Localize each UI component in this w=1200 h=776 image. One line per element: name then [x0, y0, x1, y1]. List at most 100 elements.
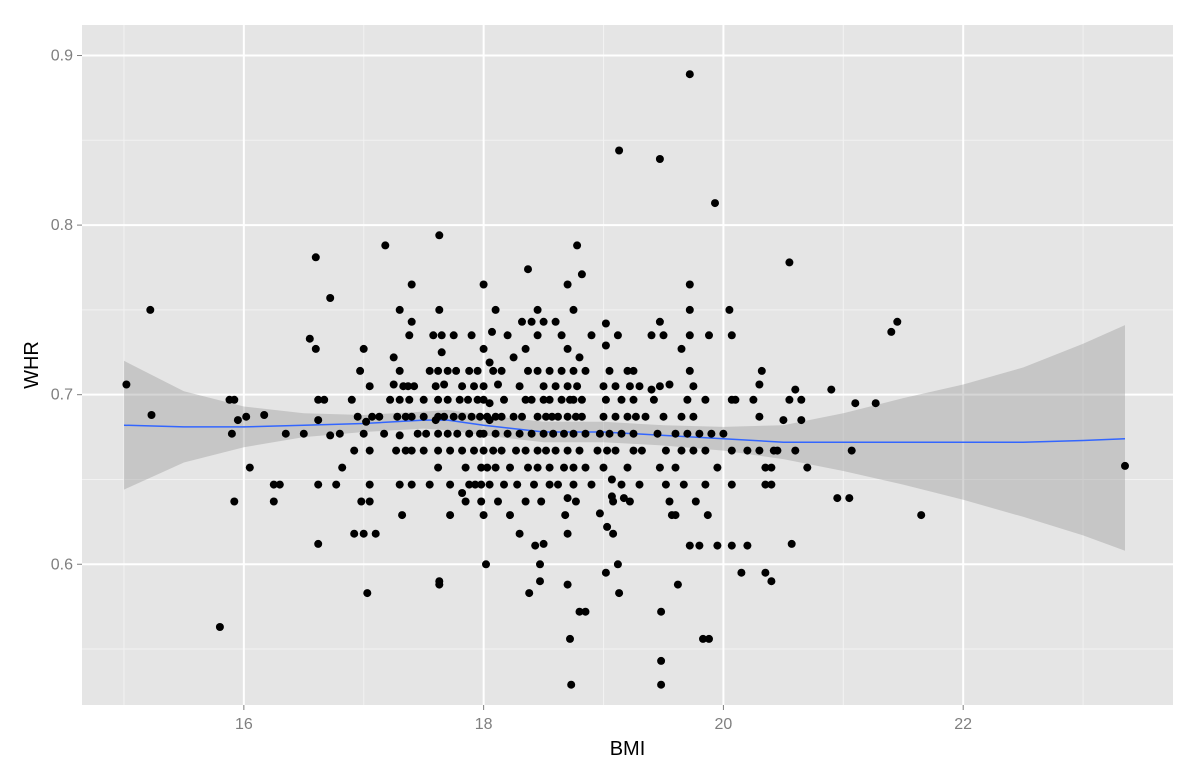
data-point [611, 412, 620, 421]
data-point [711, 199, 719, 208]
data-point [691, 497, 700, 506]
data-point [641, 412, 650, 421]
plot-panel [82, 25, 1173, 705]
data-point [401, 412, 410, 421]
data-point [749, 395, 758, 404]
data-point [446, 480, 455, 489]
data-point [587, 331, 596, 340]
data-point [671, 463, 680, 472]
data-point [509, 412, 518, 421]
data-point [653, 429, 662, 438]
data-point [363, 589, 372, 598]
data-point [785, 258, 794, 267]
data-point [494, 497, 502, 506]
data-point [521, 395, 530, 404]
data-point [659, 412, 668, 421]
data-point [609, 497, 618, 506]
data-point [527, 395, 536, 404]
data-point [419, 412, 428, 421]
data-point [431, 382, 440, 391]
data-point [485, 480, 494, 489]
data-point [434, 446, 443, 455]
x-tick-label: 16 [235, 716, 253, 733]
data-point [566, 634, 574, 643]
data-point [569, 366, 578, 375]
data-point [609, 529, 618, 538]
data-point [629, 429, 638, 438]
data-point [679, 480, 688, 489]
data-point [536, 560, 544, 569]
data-point [471, 480, 480, 489]
data-point [703, 511, 712, 520]
data-point [657, 607, 666, 616]
data-point [483, 463, 492, 472]
data-point [787, 539, 796, 548]
data-point [452, 366, 461, 375]
data-point [727, 446, 736, 455]
data-point [359, 429, 368, 438]
data-point [1121, 461, 1129, 470]
y-axis-title: WHR [21, 341, 43, 389]
data-point [683, 429, 692, 438]
data-point [683, 395, 692, 404]
data-point [595, 429, 604, 438]
data-point [629, 395, 638, 404]
data-point [833, 494, 842, 503]
data-point [569, 395, 578, 404]
data-point [560, 429, 568, 438]
data-point [491, 429, 500, 438]
data-point [649, 395, 658, 404]
data-point [647, 385, 656, 394]
data-point [629, 366, 638, 375]
data-point [563, 412, 572, 421]
data-point [407, 317, 416, 326]
data-point [917, 511, 926, 520]
data-point [569, 480, 578, 489]
data-point [767, 577, 776, 586]
data-point [601, 568, 610, 577]
data-point [560, 463, 568, 472]
data-point [437, 348, 446, 357]
data-point [661, 480, 670, 489]
data-point [515, 429, 524, 438]
data-point [500, 395, 508, 404]
data-point [443, 429, 452, 438]
data-point [503, 429, 512, 438]
data-point [531, 541, 540, 550]
data-point [677, 446, 686, 455]
data-point [389, 380, 398, 389]
data-point [779, 416, 788, 425]
data-point [524, 366, 532, 375]
data-point [233, 416, 242, 425]
data-point [545, 463, 554, 472]
data-point [440, 412, 449, 421]
data-point [549, 429, 558, 438]
data-point [473, 366, 482, 375]
data-point [689, 382, 698, 391]
data-point [599, 463, 608, 472]
data-point [533, 463, 542, 472]
data-point [365, 382, 374, 391]
data-point [671, 511, 680, 520]
data-point [435, 580, 444, 589]
data-point [755, 380, 764, 389]
data-point [405, 395, 414, 404]
data-point [705, 331, 713, 340]
data-point [513, 480, 522, 489]
data-point [465, 480, 474, 489]
data-point [561, 511, 570, 520]
data-point [407, 480, 416, 489]
data-point [701, 480, 710, 489]
data-point [242, 412, 251, 421]
data-point [685, 331, 694, 340]
data-point [737, 568, 746, 577]
data-point [757, 366, 766, 375]
data-point [587, 480, 596, 489]
data-point [605, 429, 614, 438]
data-point [395, 431, 404, 440]
data-point [230, 497, 239, 506]
data-point [631, 412, 640, 421]
y-tick-label: 0.6 [51, 556, 73, 573]
